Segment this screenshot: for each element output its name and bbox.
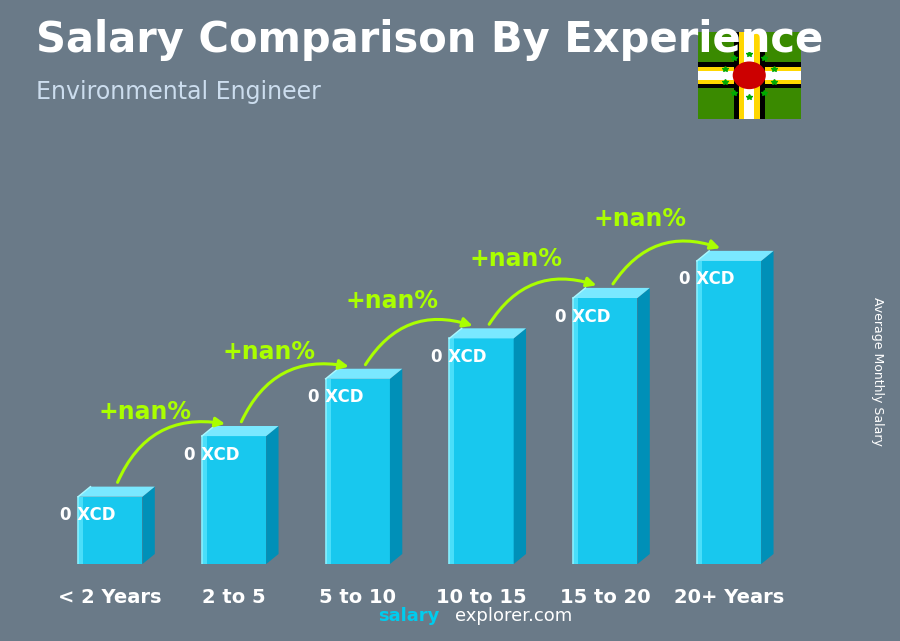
Polygon shape (449, 338, 514, 564)
Polygon shape (754, 32, 760, 119)
Polygon shape (202, 426, 279, 436)
Polygon shape (573, 298, 578, 564)
Text: +nan%: +nan% (470, 247, 562, 271)
Polygon shape (78, 487, 155, 497)
Text: 0 XCD: 0 XCD (184, 445, 239, 463)
Polygon shape (697, 261, 702, 564)
Polygon shape (266, 426, 279, 564)
Text: 2 to 5: 2 to 5 (202, 588, 266, 606)
Polygon shape (698, 62, 801, 67)
Text: 15 to 20: 15 to 20 (560, 588, 651, 606)
Text: +nan%: +nan% (222, 340, 315, 363)
Text: 0 XCD: 0 XCD (679, 271, 734, 288)
Text: 10 to 15: 10 to 15 (436, 588, 526, 606)
Polygon shape (390, 369, 402, 564)
Polygon shape (202, 436, 266, 564)
Text: < 2 Years: < 2 Years (58, 588, 162, 606)
Polygon shape (326, 379, 330, 564)
Text: +nan%: +nan% (593, 206, 687, 231)
Polygon shape (698, 32, 801, 119)
Text: Average Monthly Salary: Average Monthly Salary (871, 297, 884, 446)
Text: Environmental Engineer: Environmental Engineer (36, 80, 321, 104)
Polygon shape (78, 497, 83, 564)
Polygon shape (761, 251, 773, 564)
Polygon shape (739, 32, 744, 119)
Polygon shape (326, 379, 390, 564)
Polygon shape (202, 436, 207, 564)
Text: explorer.com: explorer.com (454, 607, 572, 625)
Polygon shape (514, 328, 526, 564)
Circle shape (733, 62, 766, 89)
Polygon shape (697, 261, 761, 564)
Polygon shape (734, 32, 739, 119)
Polygon shape (637, 288, 650, 564)
Text: 0 XCD: 0 XCD (60, 506, 116, 524)
Polygon shape (698, 76, 801, 79)
Text: 0 XCD: 0 XCD (308, 388, 364, 406)
Text: salary: salary (378, 607, 439, 625)
Polygon shape (449, 338, 454, 564)
Polygon shape (760, 32, 765, 119)
Polygon shape (698, 79, 801, 84)
Polygon shape (449, 328, 526, 338)
Polygon shape (78, 497, 142, 564)
Text: Salary Comparison By Experience: Salary Comparison By Experience (36, 19, 824, 62)
Text: 5 to 10: 5 to 10 (320, 588, 396, 606)
Polygon shape (698, 71, 801, 76)
Text: 0 XCD: 0 XCD (431, 348, 487, 366)
Polygon shape (698, 67, 801, 71)
Text: +nan%: +nan% (98, 401, 192, 424)
Polygon shape (698, 84, 801, 88)
Polygon shape (142, 487, 155, 564)
Polygon shape (697, 251, 773, 261)
Polygon shape (744, 32, 749, 119)
Text: 20+ Years: 20+ Years (674, 588, 784, 606)
Text: +nan%: +nan% (346, 289, 439, 313)
Polygon shape (749, 32, 754, 119)
Polygon shape (573, 288, 650, 298)
Polygon shape (573, 298, 637, 564)
Text: 0 XCD: 0 XCD (555, 308, 611, 326)
Polygon shape (326, 369, 402, 379)
